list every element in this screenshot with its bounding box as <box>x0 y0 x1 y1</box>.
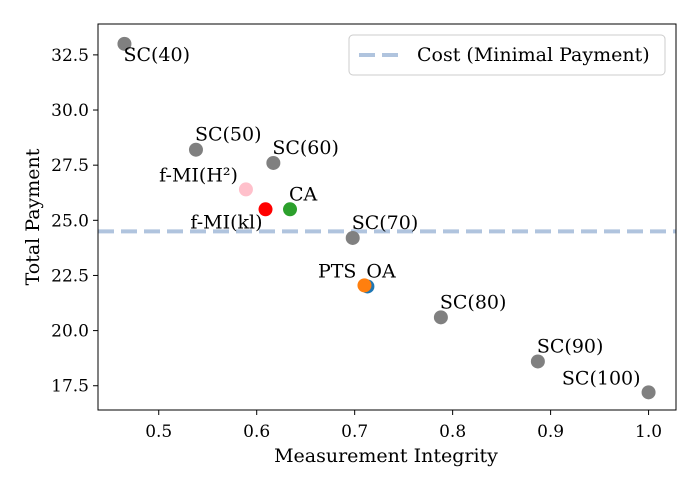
point-label-pts: PTS <box>318 260 356 282</box>
point-f-mi-kl <box>258 202 273 217</box>
legend-entry-label: Cost (Minimal Payment) <box>417 44 650 66</box>
point-pts <box>357 278 372 293</box>
x-tick-label: 0.8 <box>439 422 466 442</box>
x-tick-label: 0.6 <box>243 422 270 442</box>
point-sc-60 <box>266 155 281 170</box>
ticks-layer: 0.5 0.6 0.7 0.8 0.9 1.0 17.5 20.0 22.5 25.0 27.5 30… <box>51 46 662 442</box>
point-label-f-mi-h: f-MI(H²) <box>159 164 238 186</box>
point-sc-100 <box>641 385 656 400</box>
point-label-sc-50: SC(50) <box>195 124 262 146</box>
point-label-ca: CA <box>289 183 318 205</box>
point-label-sc-90: SC(90) <box>537 335 604 357</box>
y-tick-label: 25.0 <box>51 211 89 231</box>
plot-frame <box>97 23 677 411</box>
point-sc-80 <box>433 310 448 325</box>
point-sc-50 <box>188 142 203 157</box>
point-ca <box>283 202 298 217</box>
y-tick-label: 32.5 <box>51 46 89 66</box>
point-f-mi-h <box>238 182 253 197</box>
plot-layer <box>97 23 677 411</box>
x-tick-label: 0.7 <box>341 422 368 442</box>
point-label-sc-80: SC(80) <box>440 291 507 313</box>
y-axis-label: Total Payment <box>22 148 44 285</box>
x-tick-label: 0.9 <box>537 422 564 442</box>
y-tick-label: 17.5 <box>51 377 89 397</box>
y-tick-label: 30.0 <box>51 101 89 121</box>
point-label-oa: OA <box>366 260 396 282</box>
x-tick-label: 0.5 <box>145 422 172 442</box>
point-label-sc-100: SC(100) <box>562 367 641 389</box>
legend-box <box>348 34 666 76</box>
point-label-sc-40: SC(40) <box>123 44 190 66</box>
points-layer: SC(40) SC(50) SC(60) f-MI(H²) f-MI(kl) CA SC(7… <box>117 36 656 400</box>
point-label-sc-70: SC(70) <box>352 212 419 234</box>
y-tick-label: 27.5 <box>51 156 89 176</box>
point-sc-70 <box>345 230 360 245</box>
x-tick-label: 1.0 <box>635 422 662 442</box>
point-label-sc-60: SC(60) <box>272 137 339 159</box>
point-sc-90 <box>530 354 545 369</box>
x-axis-label: Measurement Integrity <box>274 445 498 467</box>
point-sc-40 <box>117 36 132 51</box>
point-label-f-mi-kl: f-MI(kl) <box>190 211 262 233</box>
y-tick-label: 20.0 <box>51 322 89 342</box>
y-tick-label: 22.5 <box>51 266 89 286</box>
legend: Cost (Minimal Payment) <box>348 34 666 76</box>
